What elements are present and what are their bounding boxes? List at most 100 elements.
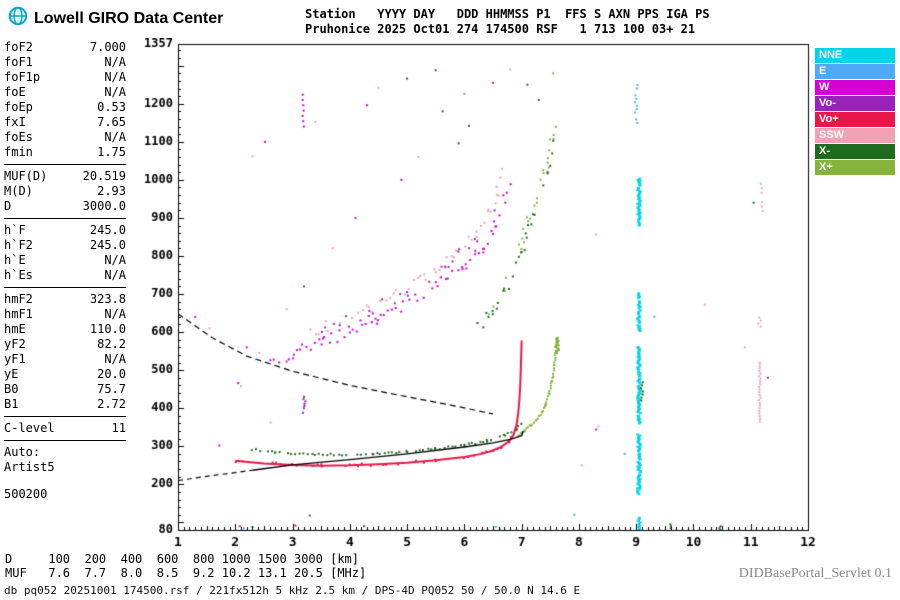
param-value: 2.93 [97,184,126,198]
giro-globe-icon [8,6,28,31]
legend-item-nne: NNE [815,48,895,63]
param-row-hmf1: hmF1 N/A [4,307,126,322]
param-row-foe: foE N/A [4,85,126,100]
param-row-d: D 3000.0 [4,199,126,214]
legend-item-x-plus: X+ [815,160,895,175]
param-value: N/A [104,55,126,69]
status-line: db pq052 20251001 174500.rsf / 221fx512h… [4,584,581,597]
param-row-foes: foEs N/A [4,130,126,145]
param-row-he: h`E N/A [4,253,126,268]
param-row-ye: yE 20.0 [4,367,126,382]
param-value: 7.65 [97,115,126,129]
param-value: 110.0 [89,322,126,336]
param-label: M(D) [4,184,33,198]
servlet-version-label: DIDBasePortal_Servlet 0.1 [738,566,892,581]
parameter-panel: foF2 7.000 foF1 N/A foF1p N/A foE N/A foEp 0.53 fx… [4,40,126,502]
ionogram-plot[interactable] [130,38,830,550]
param-row-b1: B1 2.72 [4,397,126,412]
param-label: hmE [4,322,26,336]
param-row-yf1: yF1 N/A [4,352,126,367]
param-label: foE [4,85,26,99]
param-label: B0 [4,382,19,396]
param-row-hes: h`Es N/A [4,268,126,283]
station-header-columns: Station YYYY DAY DDD HHMMSS P1 FFS S AXN… [305,7,710,21]
legend-item-e: E [815,64,895,79]
param-separator [4,218,126,219]
param-label: foF1 [4,55,33,69]
param-label: hmF2 [4,292,33,306]
param-value: 7.000 [89,40,126,54]
param-value: 245.0 [89,223,126,237]
param-label: h`Es [4,268,33,282]
param-row-hf: h`F 245.0 [4,223,126,238]
param-row-hme: hmE 110.0 [4,322,126,337]
param-value: N/A [104,130,126,144]
param-row-hf2: h`F2 245.0 [4,238,126,253]
param-separator [4,164,126,165]
param-separator [4,440,126,441]
legend-item-x-minus: X- [815,144,895,159]
param-value: N/A [104,70,126,84]
param-value: 3000.0 [82,199,126,213]
brand-title: Lowell GIRO Data Center [34,9,224,27]
param-label: fxI [4,115,26,129]
station-header-values: Pruhonice 2025 Oct01 274 174500 RSF 1 71… [305,22,696,36]
param-value: 0.53 [97,100,126,114]
station-header: Station YYYY DAY DDD HHMMSS P1 FFS S AXN… [305,7,710,37]
param-row-mufd: MUF(D) 20.519 [4,169,126,184]
param-label: h`E [4,253,26,267]
param-label: hmF1 [4,307,33,321]
autoscaling-info-line: Auto: [4,445,41,459]
param-row-foep: foEp 0.53 [4,100,126,115]
autoscaling-info-line: 500200 [4,487,48,501]
param-value: 20.519 [82,169,126,183]
param-label: foF2 [4,40,33,54]
param-row-hmf2: hmF2 323.8 [4,292,126,307]
param-row-b0: B0 75.7 [4,382,126,397]
param-separator [4,287,126,288]
legend-item-ssw: SSW [815,128,895,143]
param-label: yF1 [4,352,26,366]
legend-item-w: W [815,80,895,95]
param-value: 75.7 [97,382,126,396]
param-row-fmin: fmin 1.75 [4,145,126,160]
param-label: foEp [4,100,33,114]
param-row-fof2: foF2 7.000 [4,40,126,55]
d-muf-table: D 100 200 400 600 800 1000 1500 3000 [km… [5,552,367,580]
param-row-md: M(D) 2.93 [4,184,126,199]
param-label: h`F [4,223,26,237]
param-value: N/A [104,253,126,267]
param-value: N/A [104,268,126,282]
param-value: 11 [111,421,126,435]
param-row-yf2: yF2 82.2 [4,337,126,352]
param-row-fxi: fxI 7.65 [4,115,126,130]
param-label: B1 [4,397,19,411]
param-label: D [4,199,12,213]
param-label: yF2 [4,337,26,351]
param-label: foF1p [4,70,41,84]
param-value: 20.0 [97,367,126,381]
param-label: h`F2 [4,238,33,252]
param-row-fof1: foF1 N/A [4,55,126,70]
autoscaling-info-line: Artist5 [4,460,55,474]
param-value: 2.72 [97,397,126,411]
param-label: yE [4,367,19,381]
param-value: 82.2 [97,337,126,351]
param-label: C-level [4,421,55,435]
param-label: foEs [4,130,33,144]
param-value: N/A [104,352,126,366]
plot-legend: NNE E W Vo- Vo+ SSW X- X+ [815,48,895,176]
param-row-clevel: C-level 11 [4,421,126,436]
param-row-fof1p: foF1p N/A [4,70,126,85]
legend-item-vo-minus: Vo- [815,96,895,111]
brand-header: Lowell GIRO Data Center [8,6,223,31]
param-label: MUF(D) [4,169,48,183]
param-value: 1.75 [97,145,126,159]
param-value: 245.0 [89,238,126,252]
param-value: 323.8 [89,292,126,306]
param-separator [4,416,126,417]
param-label: fmin [4,145,33,159]
param-value: N/A [104,307,126,321]
param-value: N/A [104,85,126,99]
legend-item-vo-plus: Vo+ [815,112,895,127]
